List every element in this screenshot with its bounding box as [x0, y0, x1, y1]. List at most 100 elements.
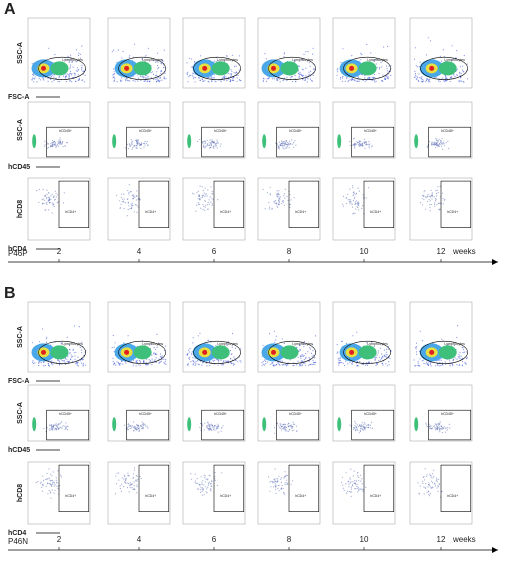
event-dot [353, 198, 355, 200]
event-dot [364, 147, 366, 149]
event-dot [132, 473, 134, 475]
event-dot [374, 81, 376, 83]
event-dot [137, 80, 139, 82]
event-dot [302, 59, 304, 61]
event-dot [213, 427, 215, 429]
event-dot [387, 348, 389, 350]
event-dot [139, 364, 141, 366]
event-dot [207, 486, 209, 488]
event-dot [439, 421, 441, 423]
event-dot [129, 191, 131, 193]
event-dot [449, 365, 451, 367]
event-dot [192, 73, 194, 75]
event-dot [280, 144, 282, 146]
event-dot [48, 482, 50, 485]
event-dot [293, 364, 295, 367]
event-dot [355, 208, 357, 210]
event-dot [278, 146, 281, 148]
gate-label: hCD4+ [65, 210, 76, 214]
event-dot [339, 357, 341, 359]
gate-label: hCD45+ [59, 412, 72, 416]
event-dot [368, 147, 370, 149]
event-dot [134, 426, 136, 428]
event-dot [119, 79, 122, 81]
event-dot [461, 80, 463, 82]
event-dot [277, 79, 279, 81]
event-dot [128, 483, 130, 485]
event-dot [435, 147, 437, 149]
event-dot [205, 486, 207, 488]
event-dot [283, 148, 285, 150]
gate [343, 340, 391, 364]
event-dot [352, 187, 354, 189]
event-dot [352, 194, 355, 196]
event-dot [50, 426, 52, 428]
event-dot [163, 362, 165, 364]
event-dot [276, 194, 278, 196]
event-dot [340, 61, 342, 64]
event-dot [429, 200, 431, 202]
event-dot [81, 79, 83, 81]
event-dot [137, 139, 139, 141]
density-blob [50, 345, 69, 360]
event-dot [69, 68, 71, 70]
event-dot [210, 142, 212, 144]
event-dot [351, 361, 354, 363]
event-dot [338, 364, 340, 366]
event-dot [220, 359, 222, 361]
time-unit: weeks [452, 247, 476, 256]
event-dot [297, 356, 299, 358]
event-dot [206, 139, 208, 141]
event-dot [142, 142, 145, 145]
event-dot [136, 360, 138, 362]
event-dot [73, 352, 75, 354]
gate [420, 56, 468, 80]
event-dot [382, 74, 384, 76]
event-dot [278, 202, 280, 204]
event-dot [46, 478, 48, 480]
event-dot [133, 43, 136, 45]
event-dot [381, 355, 384, 357]
event-dot [442, 364, 444, 366]
event-dot [436, 195, 438, 197]
event-dot [78, 326, 80, 328]
event-dot [56, 143, 59, 145]
event-dot [140, 79, 142, 81]
event-dot [465, 363, 467, 365]
event-dot [136, 195, 138, 198]
event-dot [206, 488, 208, 490]
event-dot [353, 427, 356, 429]
event-dot [349, 424, 351, 426]
event-dot [158, 81, 160, 83]
event-dot [230, 73, 233, 75]
event-dot [385, 351, 387, 353]
event-dot [275, 363, 278, 366]
event-dot [355, 193, 357, 195]
event-dot [48, 196, 50, 198]
event-dot [201, 78, 204, 81]
gate [38, 340, 86, 364]
event-dot [423, 362, 425, 365]
flow-plot: Lymphocytes [27, 17, 91, 89]
event-dot [414, 365, 416, 367]
event-dot [62, 360, 64, 362]
flow-plot: hCD4+ [27, 461, 91, 525]
event-dot [158, 67, 160, 69]
event-dot [55, 145, 57, 147]
event-dot [77, 361, 79, 363]
event-dot [192, 75, 194, 77]
event-dot [415, 74, 417, 76]
event-dot [436, 477, 438, 479]
time-label: 4 [137, 247, 142, 256]
event-dot [116, 194, 118, 196]
event-dot [51, 360, 53, 362]
event-dot [153, 346, 155, 349]
event-dot [274, 341, 276, 343]
event-dot [370, 52, 372, 54]
event-dot [386, 68, 388, 70]
y-axis-label: SSC-A [17, 119, 24, 141]
event-dot [428, 141, 430, 143]
event-dot [154, 359, 156, 361]
event-dot [142, 424, 145, 426]
gate-label: hCD45+ [139, 129, 152, 133]
